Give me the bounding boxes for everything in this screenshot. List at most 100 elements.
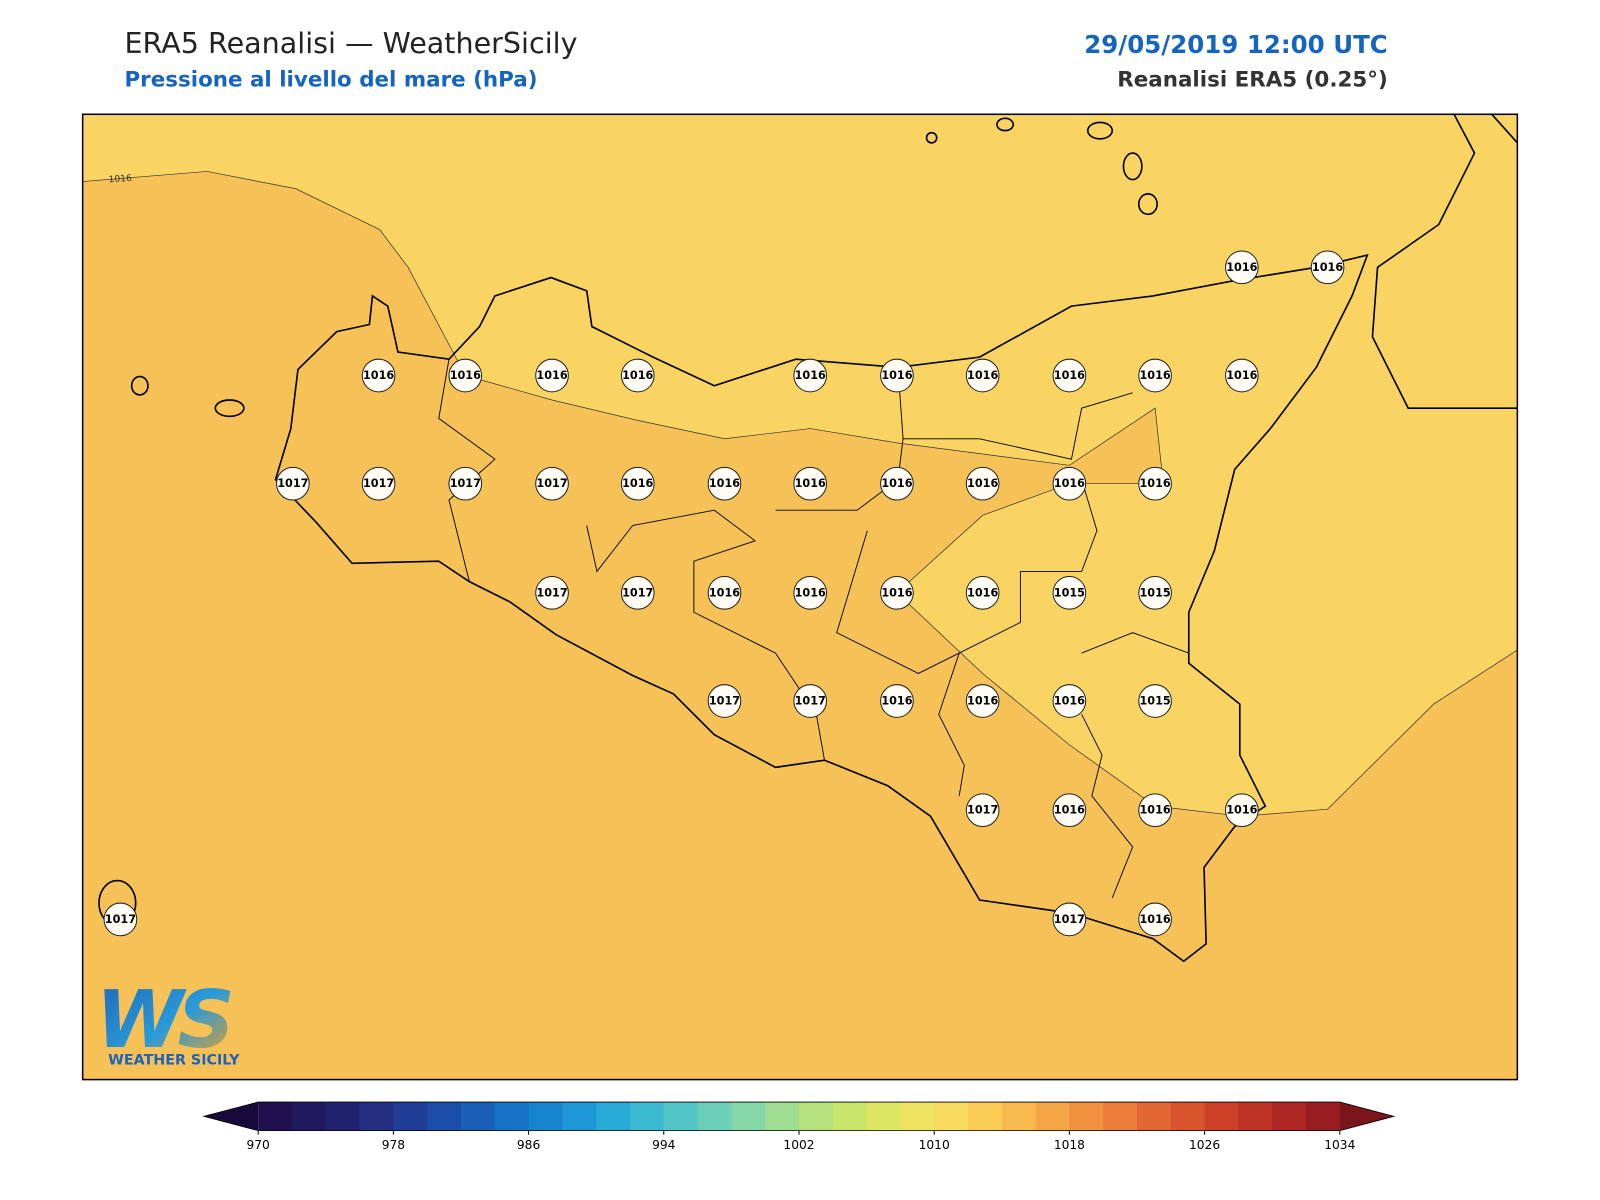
- island: [130, 375, 149, 396]
- station-marker: [880, 684, 914, 718]
- colorbar-segment: [663, 1102, 699, 1131]
- colorbar-extend-high: [1339, 1102, 1394, 1131]
- colorbar-segment: [325, 1102, 361, 1131]
- station-label: 1016: [1054, 804, 1085, 817]
- map-frame: [81, 113, 1519, 1081]
- colorbar-segment: [967, 1102, 1003, 1131]
- datetime: 29/05/2019 12:00 UTC: [1084, 30, 1388, 59]
- station-label: 1016: [622, 369, 653, 382]
- colorbar-tick-label: 970: [246, 1138, 269, 1152]
- station-label: 1016: [881, 586, 912, 599]
- colorbar-segment: [1035, 1102, 1070, 1131]
- colorbar-segment: [731, 1102, 766, 1131]
- colorbar-tick-label: 1002: [783, 1138, 814, 1152]
- subtitle: Pressione al livello del mare (hPa): [124, 68, 537, 93]
- station-label: 1016: [967, 586, 998, 599]
- title: ERA5 Reanalisi — WeatherSicily: [124, 26, 577, 60]
- station-marker: [793, 576, 828, 610]
- colorbar-segment: [393, 1102, 428, 1131]
- station-marker: [1138, 358, 1172, 393]
- station-marker: [707, 576, 742, 610]
- calabria-coast: [1491, 114, 1518, 144]
- island: [1122, 152, 1143, 181]
- station-label: 1017: [450, 477, 481, 490]
- stations: 1016 1016 1016 1016 1016 1016 1016 1016 1016 1016…: [103, 250, 1345, 937]
- station-label: 1016: [795, 586, 826, 599]
- station-marker: [965, 358, 1000, 393]
- colorbar-segment: [765, 1102, 800, 1131]
- calabria-coast: [1371, 114, 1518, 409]
- logo-text: WEATHER SICILY: [108, 1052, 240, 1068]
- island: [1137, 193, 1158, 216]
- station-label: 1016: [450, 369, 481, 382]
- station-label: 1017: [536, 477, 567, 490]
- coastlines: [98, 114, 1518, 963]
- station-marker: [965, 466, 1000, 501]
- station-label: 1017: [536, 586, 567, 599]
- colorbar-segment: [1170, 1102, 1206, 1131]
- colorbar-segment: [832, 1102, 868, 1131]
- station-label: 1016: [709, 586, 740, 599]
- colorbar-segment: [1204, 1102, 1239, 1131]
- island: [214, 399, 245, 418]
- colorbar-segment: [1305, 1102, 1341, 1131]
- station-marker: [448, 358, 483, 393]
- colorbar-segment: [528, 1102, 563, 1131]
- colorbar-segment: [629, 1102, 665, 1131]
- colorbar-segment: [562, 1102, 597, 1131]
- station-marker: [1225, 358, 1259, 393]
- colorbar-segment: [1103, 1102, 1138, 1131]
- colorbar-extend-low: [204, 1102, 259, 1131]
- colorbar-tick-label: 1018: [1054, 1138, 1085, 1152]
- island: [1086, 121, 1114, 140]
- station-label: 1016: [622, 477, 653, 490]
- station-marker: [1225, 250, 1259, 285]
- station-label: 1016: [795, 369, 826, 382]
- station-marker: [1052, 466, 1087, 501]
- station-marker: [793, 684, 828, 718]
- station-marker: [535, 358, 569, 393]
- station-marker: [361, 466, 396, 501]
- station-marker: [620, 576, 655, 610]
- station-marker: [620, 358, 655, 393]
- station-label: 1017: [1054, 913, 1085, 926]
- station-marker: [1052, 576, 1087, 610]
- colorbar-segment: [460, 1102, 496, 1131]
- station-marker: [620, 466, 655, 501]
- station-marker: [1138, 902, 1172, 937]
- station-marker: [707, 466, 742, 501]
- station-marker: [965, 793, 1000, 828]
- colorbar-segment: [359, 1102, 394, 1131]
- colorbar-segment: [427, 1102, 462, 1131]
- station-marker: [1052, 902, 1087, 937]
- station-marker: [880, 466, 914, 501]
- station-marker: [880, 576, 914, 610]
- colorbar-segment: [697, 1102, 732, 1131]
- colorbar-tick-label: 1026: [1189, 1138, 1220, 1152]
- station-label: 1016: [1054, 695, 1085, 708]
- station-label: 1016: [967, 695, 998, 708]
- station-marker: [1310, 250, 1345, 285]
- colorbar-segment: [798, 1102, 834, 1131]
- colorbar-tick-label: 978: [382, 1138, 405, 1152]
- station-marker: [793, 358, 828, 393]
- station-label: 1016: [795, 477, 826, 490]
- colorbar-segment: [291, 1102, 327, 1131]
- source: Reanalisi ERA5 (0.25°): [1117, 68, 1387, 93]
- contour-label: 1016: [108, 173, 132, 186]
- station-label: 1017: [277, 477, 308, 490]
- station-marker: [965, 684, 1000, 718]
- station-label: 1016: [1054, 477, 1085, 490]
- station-marker: [707, 684, 742, 718]
- colorbar-tick-label: 986: [517, 1138, 541, 1152]
- island: [925, 131, 938, 144]
- station-marker: [103, 902, 138, 937]
- colorbar-segment: [1069, 1102, 1104, 1131]
- station-label: 1016: [881, 695, 912, 708]
- station-label: 1016: [1139, 804, 1170, 817]
- sicily-coast: [274, 253, 1369, 963]
- station-label: 1016: [881, 477, 912, 490]
- station-label: 1017: [709, 695, 740, 708]
- station-marker: [880, 358, 914, 393]
